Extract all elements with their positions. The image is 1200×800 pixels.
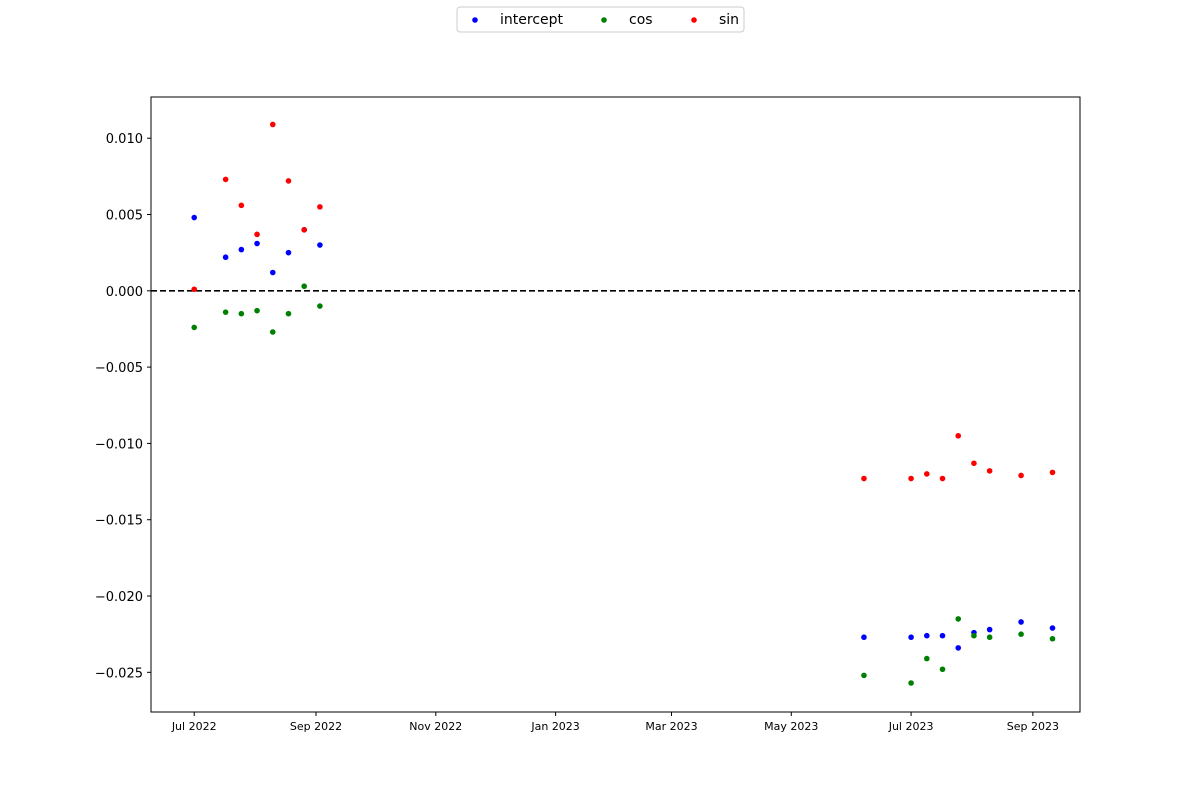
point-sin [285,178,292,184]
plot-area [150,96,1081,713]
point-cos [285,310,292,317]
point-sin [1018,472,1024,479]
point-intercept [269,269,276,276]
legend-label-intercept: intercept [500,12,564,28]
y-tick-label: −0.010 [95,437,143,452]
point-sin [1049,469,1056,476]
x-tick-label: Mar 2023 [645,720,697,733]
legend-marker-sin [691,17,697,23]
legend: intercept cos sin [456,6,745,33]
point-cos [955,616,962,622]
point-intercept [861,634,867,641]
x-tick-label: Sep 2022 [290,720,342,733]
y-tick-label: −0.005 [95,361,143,376]
point-cos [861,672,867,679]
legend-marker-cos [601,17,607,23]
y-tick-label: 0.000 [106,285,143,300]
point-sin [254,231,260,238]
y-tick-label: −0.020 [95,590,143,605]
point-cos [971,632,977,639]
point-sin [301,226,307,233]
point-sin [238,202,245,209]
legend-marker-intercept [472,17,478,23]
point-intercept [924,632,930,639]
point-cos [254,307,260,314]
x-axis: Jul 2022 Sep 2022 Nov 2022 Jan 2023 Mar 2023… [171,712,1059,733]
point-sin [939,475,946,482]
point-intercept [285,249,292,256]
point-cos [1018,631,1024,637]
point-intercept [939,632,946,639]
point-cos [1049,635,1056,642]
point-cos [238,310,245,317]
point-cos [222,309,229,315]
point-cos [908,680,914,686]
point-sin [269,121,276,128]
point-intercept [317,242,323,248]
y-tick-label: 0.005 [106,209,143,224]
y-tick-label: −0.015 [95,514,143,529]
point-cos [317,303,323,309]
point-sin [986,468,993,474]
legend-box [456,6,745,33]
point-intercept [222,254,229,261]
x-tick-label: Sep 2023 [1007,720,1059,733]
point-sin [191,286,198,293]
point-sin [955,432,962,439]
y-axis: 0.010 0.005 0.000 −0.005 −0.010 −0.015 −0.020 −… [95,132,151,681]
point-cos [924,655,930,662]
x-tick-label: May 2023 [764,720,818,733]
x-tick-label: Jul 2023 [888,720,934,733]
point-sin [971,460,977,467]
point-cos [269,329,276,335]
point-cos [191,324,198,331]
point-cos [986,634,993,641]
legend-label-sin: sin [719,12,739,28]
point-intercept [191,214,198,221]
point-intercept [238,246,245,253]
point-sin [908,475,914,482]
x-tick-label: Nov 2022 [409,720,462,733]
y-tick-label: 0.010 [106,132,143,147]
point-intercept [955,645,962,651]
axes-frame [150,96,1081,713]
point-intercept [908,634,914,641]
point-cos [939,666,946,673]
x-tick-label: Jan 2023 [530,720,579,733]
point-sin [924,471,930,477]
point-sin [317,204,323,210]
point-intercept [1049,625,1056,631]
point-sin [222,176,229,183]
x-tick-label: Jul 2022 [171,720,217,733]
point-intercept [986,626,993,633]
point-intercept [254,240,260,247]
y-tick-label: −0.025 [95,666,143,681]
point-sin [861,475,867,482]
point-cos [301,283,307,290]
legend-label-cos: cos [629,12,653,28]
point-intercept [1018,619,1024,625]
